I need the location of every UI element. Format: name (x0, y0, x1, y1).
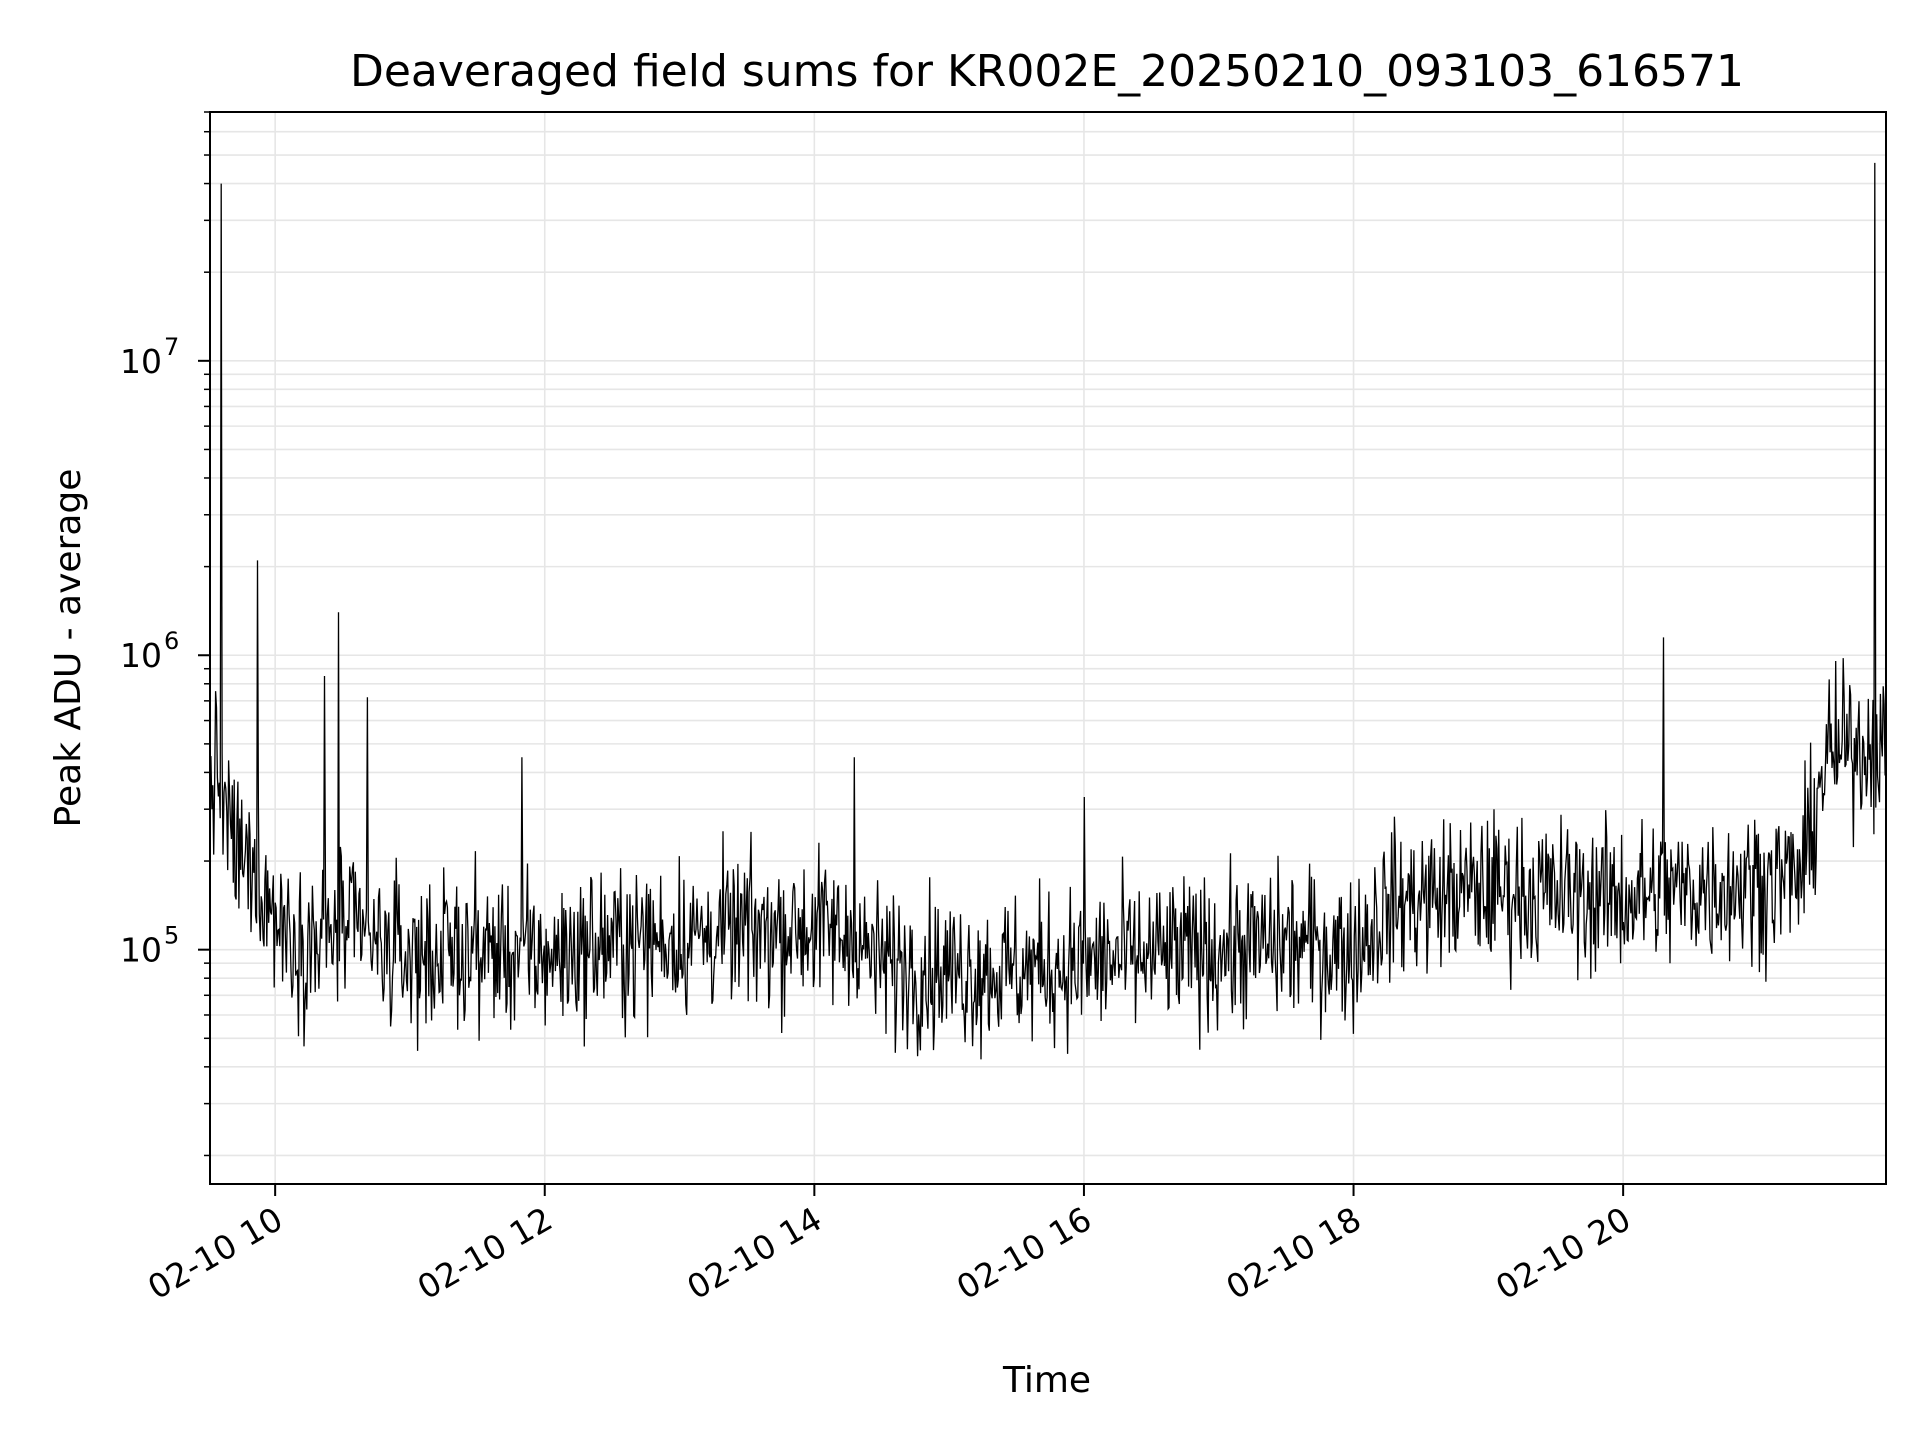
x-ticks: 02-10 10 02-10 12 02-10 14 02-10 16 02-10 18… (141, 1184, 1637, 1307)
chart-title: Deaveraged field sums for KR002E_2025021… (350, 46, 1744, 97)
series-line (209, 162, 1887, 1060)
y-tick-exponent: 7 (164, 333, 179, 361)
y-tick-exponent: 5 (164, 922, 179, 950)
y-tick-exponent: 6 (164, 627, 179, 655)
y-tick-base: 10 (120, 342, 162, 381)
series-group (209, 162, 1887, 1060)
plot-frame (209, 111, 1887, 1185)
y-tick-label: 10 7 (120, 333, 179, 381)
x-tick-label: 02-10 12 (411, 1199, 559, 1307)
y-tick-label: 10 6 (120, 627, 179, 675)
x-tick-label: 02-10 18 (1220, 1199, 1368, 1307)
x-tick-label: 02-10 16 (950, 1199, 1098, 1307)
x-tick-label: 02-10 10 (141, 1199, 289, 1307)
x-tick-label: 02-10 14 (680, 1199, 828, 1307)
x-axis-label: Time (1002, 1360, 1091, 1401)
plot-background (210, 112, 1886, 1184)
y-tick-label: 10 5 (120, 922, 179, 970)
y-axis-label: Peak ADU - average (48, 469, 89, 828)
y-tick-base: 10 (120, 636, 162, 675)
x-tick-label: 02-10 20 (1489, 1199, 1637, 1307)
y-tick-base: 10 (120, 931, 162, 970)
